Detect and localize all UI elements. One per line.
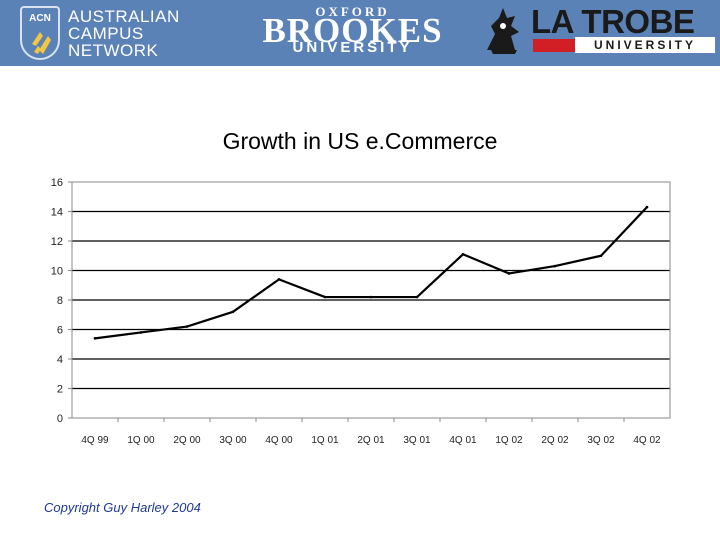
la-trobe-crest-icon bbox=[487, 8, 519, 54]
x-tick-label: 2Q 00 bbox=[173, 435, 201, 446]
series-line-1 bbox=[93, 205, 649, 340]
y-tick-label: 4 bbox=[57, 354, 63, 366]
acn-name-line-1: AUSTRALIAN bbox=[68, 7, 180, 26]
data-point bbox=[323, 295, 327, 299]
x-tick-label: 4Q 01 bbox=[449, 435, 477, 446]
gridlines bbox=[72, 210, 670, 390]
acn-badge-text: ACN bbox=[29, 13, 51, 24]
data-point bbox=[553, 264, 557, 268]
data-point bbox=[369, 295, 373, 299]
data-point bbox=[139, 331, 143, 334]
copyright-text: Copyright Guy Harley 2004 bbox=[44, 500, 201, 515]
data-point bbox=[645, 205, 649, 209]
data-point bbox=[415, 295, 419, 299]
y-tick-label: 8 bbox=[57, 295, 63, 307]
x-tick-label: 1Q 00 bbox=[127, 435, 155, 446]
acn-name-line-3: NETWORK bbox=[68, 41, 159, 60]
brookes-university-text: UNIVERSITY bbox=[292, 39, 413, 56]
data-point bbox=[507, 272, 511, 275]
x-tick-label: 3Q 01 bbox=[403, 435, 431, 446]
chart-title: Growth in US e.Commerce bbox=[222, 128, 498, 154]
header-banner: ACN AUSTRALIAN CAMPUS NETWORK OXFORD BRO… bbox=[0, 0, 720, 66]
acn-emblem-icon bbox=[32, 32, 51, 54]
x-tick-label: 1Q 01 bbox=[311, 435, 339, 446]
data-point bbox=[461, 252, 465, 256]
y-tick-label: 2 bbox=[57, 384, 63, 396]
oxford-brookes-logo: OXFORD BROOKES UNIVERSITY bbox=[240, 0, 465, 66]
x-tick-label: 2Q 01 bbox=[357, 435, 385, 446]
la-trobe-name-text: LA TROBE bbox=[531, 3, 695, 40]
la-trobe-logo: LA TROBE UNIVERSITY bbox=[475, 0, 720, 66]
y-tick-label: 16 bbox=[51, 177, 63, 189]
y-tick-label: 10 bbox=[51, 266, 63, 278]
brookes-name-text: BROOKES bbox=[262, 11, 443, 50]
data-point bbox=[277, 278, 281, 281]
x-tick-label: 4Q 02 bbox=[633, 435, 661, 446]
y-tick-label: 6 bbox=[57, 325, 63, 337]
data-point bbox=[599, 254, 603, 258]
x-tick-label: 3Q 02 bbox=[587, 435, 615, 446]
acn-badge: ACN bbox=[20, 6, 60, 60]
axis-ticks bbox=[68, 181, 625, 422]
y-tick-label: 14 bbox=[51, 207, 63, 219]
australian-campus-network-logo: ACN AUSTRALIAN CAMPUS NETWORK bbox=[20, 6, 190, 62]
x-tick-label: 4Q 99 bbox=[81, 435, 109, 446]
y-tick-label: 12 bbox=[51, 236, 63, 248]
la-trobe-university-text: UNIVERSITY bbox=[575, 37, 715, 53]
x-tick-label: 2Q 02 bbox=[541, 435, 569, 446]
x-tick-label: 3Q 00 bbox=[219, 435, 247, 446]
x-tick-label: 1Q 02 bbox=[495, 435, 523, 446]
brookes-oxford-text: OXFORD bbox=[315, 4, 390, 19]
axis-labels: 0 2 4 6 8 10 12 14 16 4Q 99 1Q 00 2Q 00 3Q 00 4Q 00 1Q… bbox=[51, 177, 661, 446]
x-tick-label: 4Q 00 bbox=[265, 435, 293, 446]
data-point bbox=[231, 310, 235, 314]
data-point bbox=[93, 337, 97, 340]
series-layer bbox=[93, 205, 649, 340]
data-point bbox=[185, 325, 189, 328]
y-tick-label: 0 bbox=[57, 413, 63, 425]
acn-name-line-2: CAMPUS bbox=[68, 24, 144, 43]
